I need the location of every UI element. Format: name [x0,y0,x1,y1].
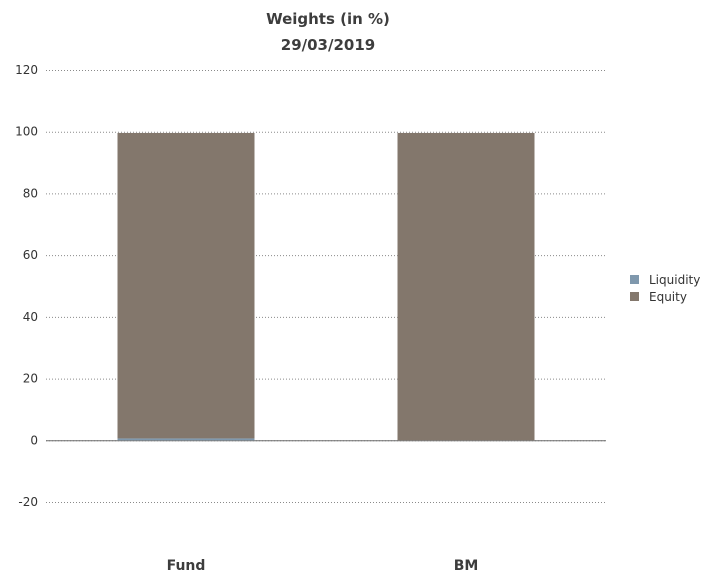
y-tick-label: 120 [15,63,38,77]
bar-equity-bm[interactable] [397,132,535,441]
legend-item-equity[interactable]: Equity [630,288,700,305]
y-axis-ticks: -20 0 20 40 60 80 100 120 [15,63,38,509]
x-category-label: Fund [167,558,206,574]
y-tick-label: 40 [23,310,38,324]
legend-swatch-liquidity [630,275,639,284]
bar-liquidity-fund[interactable] [117,438,255,441]
y-tick-label: -20 [18,495,38,509]
y-tick-label: 0 [30,433,38,447]
bars [117,132,535,441]
legend-item-liquidity[interactable]: Liquidity [630,271,700,288]
bar-equity-fund[interactable] [117,132,255,439]
legend-label-equity: Equity [649,289,687,304]
y-tick-label: 20 [23,372,38,386]
chart-subtitle: 29/03/2019 [280,36,376,54]
y-tick-label: 100 [15,125,38,139]
legend: Liquidity Equity [630,271,700,305]
x-axis-categories: Fund BM [167,558,479,574]
x-category-label: BM [454,558,479,574]
legend-swatch-equity [630,292,639,301]
chart-title: Weights (in %) [266,10,390,28]
y-tick-label: 80 [23,186,38,200]
legend-label-liquidity: Liquidity [649,272,701,287]
y-tick-label: 60 [23,248,38,262]
